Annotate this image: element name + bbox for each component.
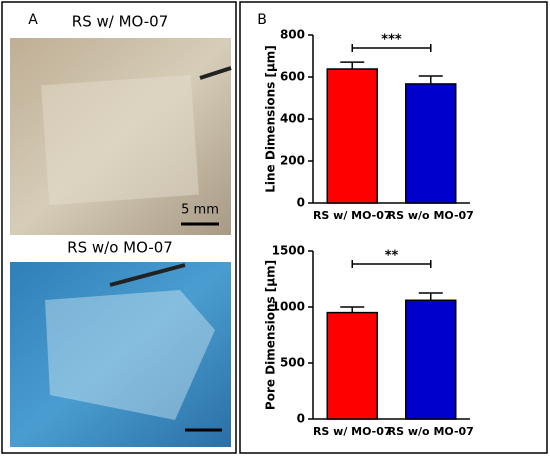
y-tick-label: 1000 xyxy=(272,300,305,314)
panel-label: A xyxy=(28,12,38,28)
panel-b-frame xyxy=(239,1,548,454)
x-tick-label: RS w/ MO-07 xyxy=(313,209,392,222)
scaffold xyxy=(40,74,200,206)
panel-a-frame xyxy=(1,1,237,454)
y-axis-label: Pore Dimensions [μm] xyxy=(264,260,278,410)
y-tick-label: 400 xyxy=(280,112,305,126)
significance-label: ** xyxy=(385,249,399,264)
y-tick-label: 800 xyxy=(280,28,305,42)
photo-caption: RS w/o MO-07 xyxy=(67,239,173,257)
significance-label: *** xyxy=(381,33,402,48)
bar xyxy=(326,311,378,420)
tweezer xyxy=(109,263,186,287)
bar xyxy=(405,299,457,420)
y-tick-label: 0 xyxy=(297,412,305,426)
bar xyxy=(405,83,457,204)
y-tick-label: 200 xyxy=(280,154,305,168)
y-tick-label: 600 xyxy=(280,70,305,84)
photo-caption: RS w/ MO-07 xyxy=(72,13,168,31)
y-axis-label: Line Dimensions [μm] xyxy=(264,45,278,193)
photo xyxy=(10,262,231,447)
x-tick-label: RS w/o MO-07 xyxy=(388,425,474,438)
scaffold xyxy=(45,290,215,420)
tweezer xyxy=(199,66,232,80)
y-tick-label: 500 xyxy=(280,356,305,370)
bar xyxy=(326,68,378,204)
x-tick-label: RS w/ MO-07 xyxy=(313,425,392,438)
y-tick-label: 0 xyxy=(297,196,305,210)
scale-bar-label: 5 mm xyxy=(181,203,219,218)
y-tick-label: 1500 xyxy=(272,244,305,258)
panel-label: B xyxy=(257,12,267,28)
x-tick-label: RS w/o MO-07 xyxy=(388,209,474,222)
